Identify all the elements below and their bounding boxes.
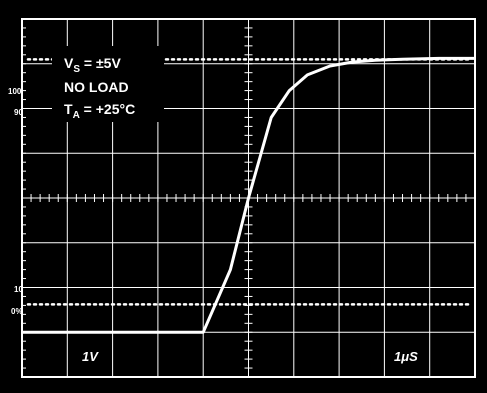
- supply-voltage-label: VS = ±5V: [64, 55, 121, 75]
- horizontal-scale-label: 1μS: [394, 349, 418, 364]
- ref-label-0: 0%: [11, 307, 23, 316]
- annotation-backdrop: [52, 46, 164, 122]
- load-condition-label: NO LOAD: [64, 79, 129, 95]
- ref-label-10: 10: [14, 285, 23, 294]
- trace-line: [22, 56, 475, 334]
- vertical-scale-label: 1V: [82, 349, 99, 364]
- ambient-temperature-label: TA = +25°C: [64, 101, 135, 121]
- ref-label-100: 100: [8, 87, 22, 96]
- ref-label-90: 90: [14, 108, 23, 117]
